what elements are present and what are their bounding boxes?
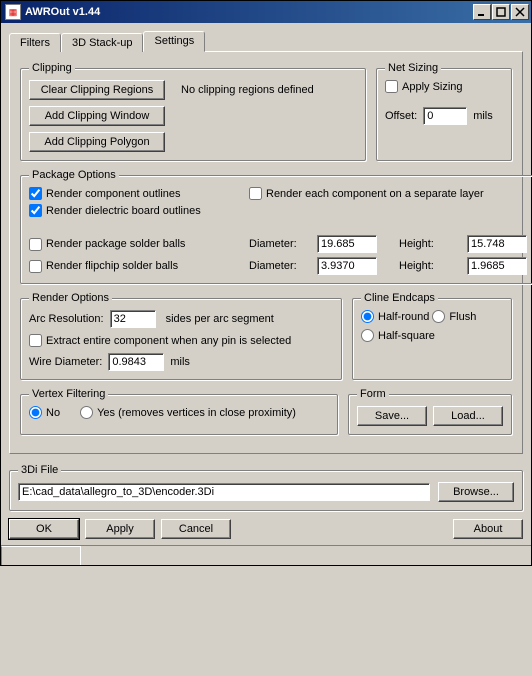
- form-group: Form Save... Load...: [348, 388, 512, 435]
- render-flipchip-solder-balls-checkbox[interactable]: [29, 260, 42, 273]
- tdi-file-legend: 3Di File: [18, 464, 61, 476]
- status-cell: [1, 546, 81, 565]
- settings-tabpage: Clipping Clear Clipping Regions Add Clip…: [9, 51, 523, 454]
- clipping-group: Clipping Clear Clipping Regions Add Clip…: [20, 62, 366, 161]
- about-button[interactable]: About: [453, 519, 523, 539]
- render-package-solder-balls-label: Render package solder balls: [46, 238, 185, 250]
- titlebar: ▦ AWROut v1.44: [1, 1, 531, 23]
- apply-button[interactable]: Apply: [85, 519, 155, 539]
- flip-diameter-input[interactable]: [317, 257, 377, 275]
- pkg-diameter-input[interactable]: [317, 235, 377, 253]
- tab-3d-stackup[interactable]: 3D Stack-up: [61, 33, 144, 52]
- package-options-group: Package Options Render component outline…: [20, 169, 532, 284]
- vertex-no-label: No: [46, 407, 60, 419]
- clipping-status-text: No clipping regions defined: [181, 84, 314, 96]
- wire-diameter-unit: mils: [170, 356, 190, 368]
- render-options-legend: Render Options: [29, 292, 112, 304]
- client-area: Filters 3D Stack-up Settings Clipping Cl…: [1, 23, 531, 545]
- clear-clipping-regions-button[interactable]: Clear Clipping Regions: [29, 80, 165, 100]
- render-component-outlines-label: Render component outlines: [46, 188, 181, 200]
- tabstrip: Filters 3D Stack-up Settings: [9, 31, 523, 52]
- cline-endcaps-legend: Cline Endcaps: [361, 292, 438, 304]
- vertex-yes-label: Yes (removes vertices in close proximity…: [97, 407, 296, 419]
- add-clipping-polygon-button[interactable]: Add Clipping Polygon: [29, 132, 165, 152]
- offset-label: Offset:: [385, 110, 417, 122]
- render-separate-layer-label: Render each component on a separate laye…: [266, 188, 484, 200]
- endcap-half-square-radio[interactable]: [361, 329, 374, 342]
- endcap-half-square-label: Half-square: [378, 330, 435, 342]
- render-flipchip-solder-balls-label: Render flipchip solder balls: [46, 260, 178, 272]
- pkg-diameter-label: Diameter:: [249, 238, 307, 250]
- wire-diameter-input[interactable]: [108, 353, 164, 371]
- statusbar: [1, 545, 531, 565]
- render-package-solder-balls-checkbox[interactable]: [29, 238, 42, 251]
- arc-resolution-label: Arc Resolution:: [29, 313, 104, 325]
- apply-sizing-label: Apply Sizing: [402, 81, 463, 93]
- net-sizing-group: Net Sizing Apply Sizing Offset: mils: [376, 62, 512, 161]
- render-component-outlines-checkbox[interactable]: [29, 187, 42, 200]
- clipping-legend: Clipping: [29, 62, 75, 74]
- cancel-button[interactable]: Cancel: [161, 519, 231, 539]
- cline-endcaps-group: Cline Endcaps Half-round Flush Half-squa…: [352, 292, 512, 380]
- form-legend: Form: [357, 388, 389, 400]
- render-dielectric-outlines-label: Render dielectric board outlines: [46, 205, 201, 217]
- vertex-filtering-group: Vertex Filtering No Yes (removes vertice…: [20, 388, 338, 435]
- tab-settings[interactable]: Settings: [143, 31, 205, 52]
- add-clipping-window-button[interactable]: Add Clipping Window: [29, 106, 165, 126]
- render-separate-layer-checkbox[interactable]: [249, 187, 262, 200]
- apply-sizing-checkbox[interactable]: [385, 80, 398, 93]
- pkg-height-input[interactable]: [467, 235, 527, 253]
- arc-resolution-input[interactable]: [110, 310, 156, 328]
- form-load-button[interactable]: Load...: [433, 406, 503, 426]
- net-sizing-legend: Net Sizing: [385, 62, 441, 74]
- pkg-height-label: Height:: [399, 238, 457, 250]
- ok-button[interactable]: OK: [9, 519, 79, 539]
- offset-input[interactable]: [423, 107, 467, 125]
- minimize-button[interactable]: [473, 4, 491, 20]
- form-save-button[interactable]: Save...: [357, 406, 427, 426]
- flip-diameter-label: Diameter:: [249, 260, 307, 272]
- endcap-half-round-label: Half-round: [378, 311, 429, 323]
- tdi-file-group: 3Di File Browse...: [9, 464, 523, 511]
- endcap-half-round-radio[interactable]: [361, 310, 374, 323]
- arc-resolution-suffix: sides per arc segment: [166, 313, 274, 325]
- wire-diameter-label: Wire Diameter:: [29, 356, 102, 368]
- extract-component-label: Extract entire component when any pin is…: [46, 335, 291, 347]
- tab-filters[interactable]: Filters: [9, 33, 61, 52]
- endcap-flush-radio[interactable]: [432, 310, 445, 323]
- render-dielectric-outlines-checkbox[interactable]: [29, 204, 42, 217]
- tdi-file-path-input[interactable]: [18, 483, 430, 501]
- extract-component-checkbox[interactable]: [29, 334, 42, 347]
- vertex-filtering-legend: Vertex Filtering: [29, 388, 108, 400]
- app-window: ▦ AWROut v1.44 Filters 3D Stack-up Setti…: [0, 0, 532, 566]
- package-options-legend: Package Options: [29, 169, 119, 181]
- app-icon: ▦: [5, 4, 21, 20]
- vertex-no-radio[interactable]: [29, 406, 42, 419]
- offset-unit: mils: [473, 110, 493, 122]
- endcap-flush-label: Flush: [449, 311, 476, 323]
- window-title: AWROut v1.44: [25, 6, 472, 18]
- flip-height-input[interactable]: [467, 257, 527, 275]
- close-button[interactable]: [511, 4, 529, 20]
- tdi-browse-button[interactable]: Browse...: [438, 482, 514, 502]
- vertex-yes-radio[interactable]: [80, 406, 93, 419]
- render-options-group: Render Options Arc Resolution: sides per…: [20, 292, 342, 380]
- maximize-button[interactable]: [492, 4, 510, 20]
- flip-height-label: Height:: [399, 260, 457, 272]
